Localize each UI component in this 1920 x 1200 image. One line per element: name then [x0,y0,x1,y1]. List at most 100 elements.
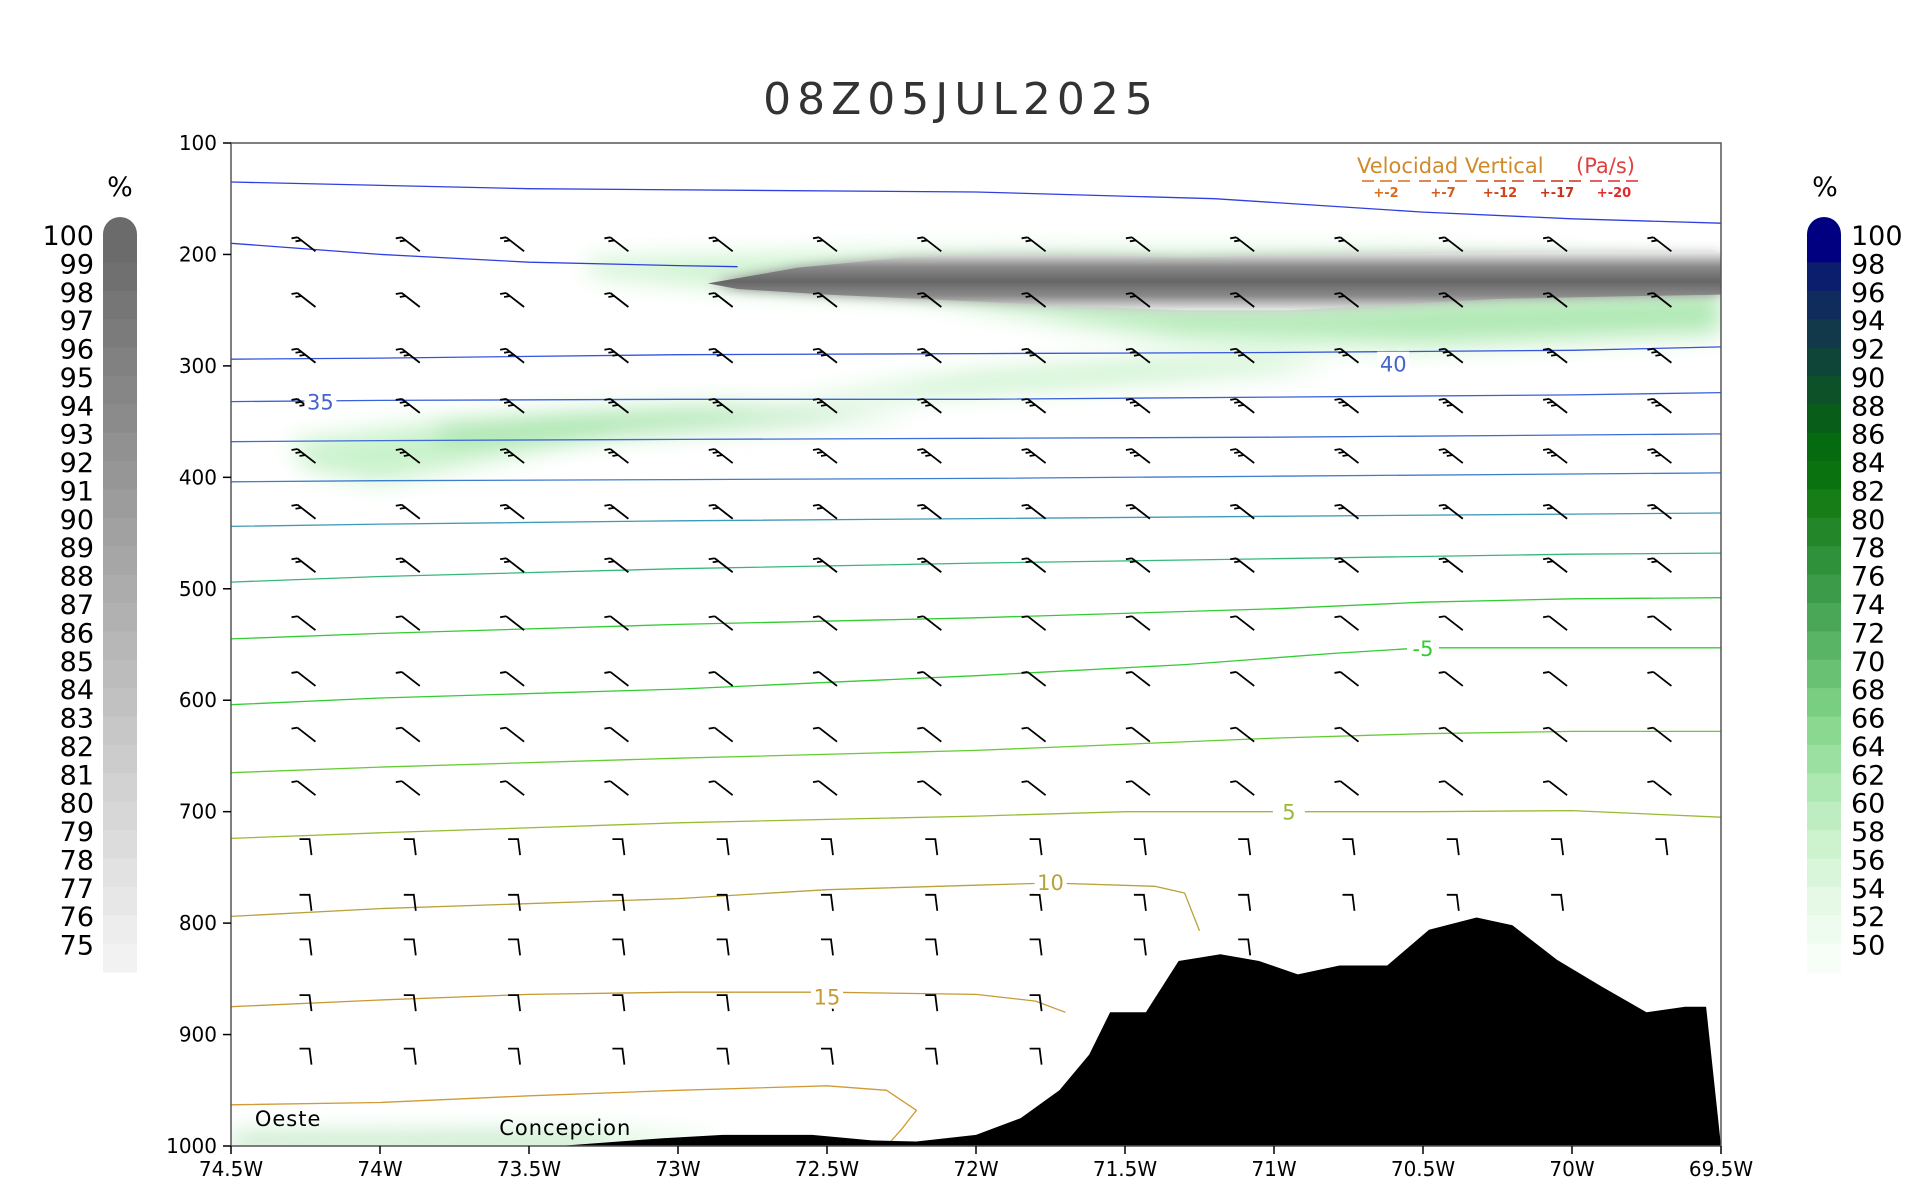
wind-barb [395,236,421,253]
wind-barb [1542,780,1568,796]
left-colorbar-label: 96 [60,335,94,366]
legend-item-label: +-20 [1597,186,1631,201]
isotherm-label-bg [304,389,337,414]
left-colorbar-label: 90 [60,505,94,536]
wind-barb [299,838,313,856]
left-colorbar-label: 83 [60,704,94,735]
wind-barb [812,398,838,414]
wind-barb [917,615,942,631]
wind-barb [708,726,734,743]
left-colorbar-swatch [103,517,137,547]
wind-barb [716,838,730,856]
right-colorbar-label: 86 [1851,420,1885,451]
left-colorbar-cap [103,217,137,234]
place-label: Oeste [255,1107,322,1131]
isotherm-labels: 40 35 -5 5 10 15 [304,351,1439,1010]
wind-barb [499,236,525,253]
wind-barb [716,938,730,956]
isotherm-line [231,1085,918,1146]
left-colorbar-swatch [103,347,137,377]
wind-barb [1238,893,1252,911]
wind-barb [917,236,942,253]
right-colorbar-label: 56 [1851,845,1885,876]
wind-barb [1334,236,1360,253]
wind-barb [716,1047,730,1065]
wind-barb [1029,938,1043,956]
wind-barb [1542,236,1568,253]
isotherm-label: 35 [307,391,334,415]
wind-barb [1542,292,1568,308]
wind-barb [917,557,942,573]
x-tick-label: 73.5W [497,1157,562,1181]
right-colorbar-swatch [1807,716,1841,746]
right-colorbar-swatch [1807,659,1841,689]
legend-title: Velocidad Vertical [1357,154,1544,178]
wind-barb [1542,448,1568,464]
wind-barb [917,292,942,308]
right-colorbar-swatch [1807,830,1841,859]
wind-barb [812,557,838,573]
wind-barb [1125,557,1151,573]
wind-barb [821,838,834,856]
left-colorbar-label: 88 [60,562,94,593]
x-tick-label: 70W [1549,1157,1594,1181]
wind-barb [1446,893,1460,911]
wind-barb [716,893,730,911]
wind-barb [812,292,838,308]
wind-barb [1230,615,1255,631]
wind-barb [1230,292,1255,308]
left-colorbar-label: 100 [42,221,94,252]
wind-barb [1021,726,1047,743]
wind-barb [1125,671,1151,687]
y-tick-label: 800 [179,911,217,935]
wind-barb [604,671,629,687]
wind-barb [612,1047,626,1065]
wind-barb [299,1047,313,1065]
place-labels: Oeste Concepcion [255,1107,631,1140]
wind-barb [1542,347,1568,364]
left-colorbar-swatch [103,801,137,831]
right-colorbar-label: 74 [1851,590,1885,621]
wind-barb [508,893,521,911]
wind-barb [1647,726,1672,743]
right-colorbar-cap [1807,217,1841,234]
left-colorbar-label: 80 [60,789,94,820]
right-colorbar-swatch [1807,603,1841,632]
left-colorbar-swatch [103,744,137,774]
wind-barb [917,726,942,743]
wind-barb [917,448,942,464]
wind-barb [1021,557,1047,573]
x-tick-label: 72.5W [795,1157,860,1181]
wind-barb [604,780,629,796]
right-colorbar-swatch [1807,943,1841,973]
wind-barb [925,1047,939,1065]
right-colorbar-label: 90 [1851,363,1885,394]
wind-barb [604,615,629,631]
right-colorbar: % 10098969492908886848280787674727068666… [1807,172,1903,973]
isotherm-label-bg [1407,635,1439,660]
wind-barb [1334,292,1360,308]
right-colorbar-swatch [1807,375,1841,405]
wind-barb [1342,893,1356,911]
wind-barb [812,671,838,687]
wind-barb [1334,780,1360,796]
place-label: Concepcion [499,1116,631,1140]
green-shade-area [290,357,1334,483]
left-colorbar-swatch [103,716,137,746]
left-colorbar-swatch [103,546,137,576]
wind-barb [1230,671,1255,687]
wind-barb [1125,780,1151,796]
wind-barb [604,557,629,573]
isotherm-line [231,472,1721,483]
wind-barb [395,448,421,464]
wind-barb [812,448,838,464]
wind-barb [499,615,525,631]
right-colorbar-label: 58 [1851,817,1885,848]
wind-barb [1446,838,1460,856]
wind-barb [604,398,629,414]
wind-barb [1438,503,1464,520]
wind-barb [1334,398,1360,414]
right-colorbar-swatch [1807,404,1841,434]
right-colorbar-swatch [1807,688,1841,718]
wind-barb [499,347,525,364]
